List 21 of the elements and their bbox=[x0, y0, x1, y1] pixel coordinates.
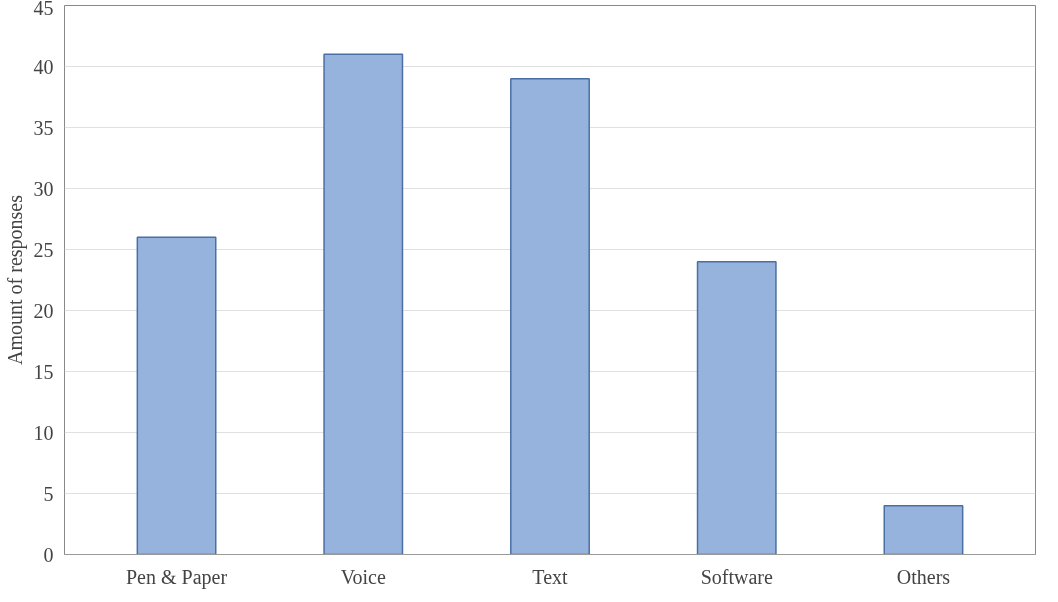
y-tick-label: 5 bbox=[43, 482, 54, 505]
y-tick-label: 0 bbox=[43, 543, 54, 566]
bar bbox=[696, 260, 777, 555]
y-tick-label: 15 bbox=[33, 360, 54, 383]
y-tick-label: 40 bbox=[33, 55, 54, 78]
x-tick-label: Pen & Paper bbox=[125, 565, 228, 589]
bar bbox=[323, 53, 404, 555]
x-tick-label: Text bbox=[532, 565, 569, 588]
y-axis-title: Amount of responses bbox=[3, 194, 27, 365]
y-tick-label: 45 bbox=[33, 0, 54, 19]
y-tick-label: 35 bbox=[33, 116, 54, 139]
y-tick-label: 25 bbox=[33, 238, 54, 261]
x-tick-label: Voice bbox=[340, 565, 386, 588]
y-tick-label: 20 bbox=[33, 299, 54, 322]
bar bbox=[136, 236, 217, 555]
x-tick-label: Software bbox=[700, 565, 773, 588]
bar bbox=[510, 77, 590, 555]
x-tick-label: Others bbox=[896, 565, 951, 588]
bar bbox=[883, 504, 964, 555]
y-tick-label: 30 bbox=[33, 177, 54, 200]
y-tick-label: 10 bbox=[33, 421, 54, 444]
